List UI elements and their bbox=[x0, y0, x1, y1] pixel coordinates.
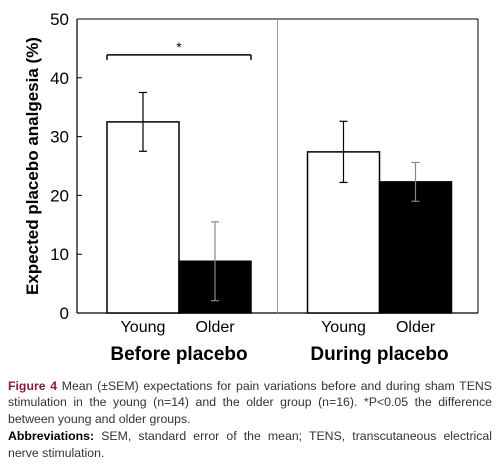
y-tick-label-1: 10 bbox=[50, 245, 69, 264]
bar-0-0 bbox=[106, 121, 180, 314]
category-label-1-1: Older bbox=[396, 319, 436, 336]
y-tick-label-4: 40 bbox=[50, 69, 69, 88]
y-tick-label-3: 30 bbox=[50, 128, 69, 147]
figure-label: Figure 4 bbox=[8, 379, 58, 393]
caption-main: Figure 4 Mean (±SEM) expectations for pa… bbox=[8, 378, 492, 427]
caption-abbreviations: Abbreviations: SEM, standard error of th… bbox=[8, 428, 492, 461]
category-label-0-1: Older bbox=[195, 319, 235, 336]
significance-star: * bbox=[176, 39, 182, 55]
figure-caption: Figure 4 Mean (±SEM) expectations for pa… bbox=[8, 378, 492, 462]
category-label-1-0: Young bbox=[321, 319, 366, 336]
abbreviations-label: Abbreviations: bbox=[8, 429, 95, 444]
bar-chart: 0 10 20 30 40 50 Expected placebo analgesia (%… bbox=[23, 10, 479, 365]
y-tick-label-0: 0 bbox=[60, 304, 69, 323]
category-label-0-0: Young bbox=[121, 319, 166, 336]
group-label-0: Before placebo bbox=[110, 344, 247, 365]
abbreviations-text: SEM, standard error of the mean; TENS, t… bbox=[8, 429, 492, 460]
labels: 0 10 20 30 40 50 Expected placebo analgesia (%… bbox=[23, 10, 449, 365]
bar-1-1 bbox=[378, 181, 453, 314]
y-tick-label-5: 50 bbox=[50, 10, 69, 29]
figure-text: Mean (±SEM) expectations for pain variat… bbox=[8, 379, 492, 426]
bars bbox=[106, 54, 453, 314]
group-label-1: During placebo bbox=[310, 344, 448, 365]
y-axis-label: Expected placebo analgesia (%) bbox=[23, 37, 42, 295]
y-tick-label-2: 20 bbox=[50, 186, 69, 205]
